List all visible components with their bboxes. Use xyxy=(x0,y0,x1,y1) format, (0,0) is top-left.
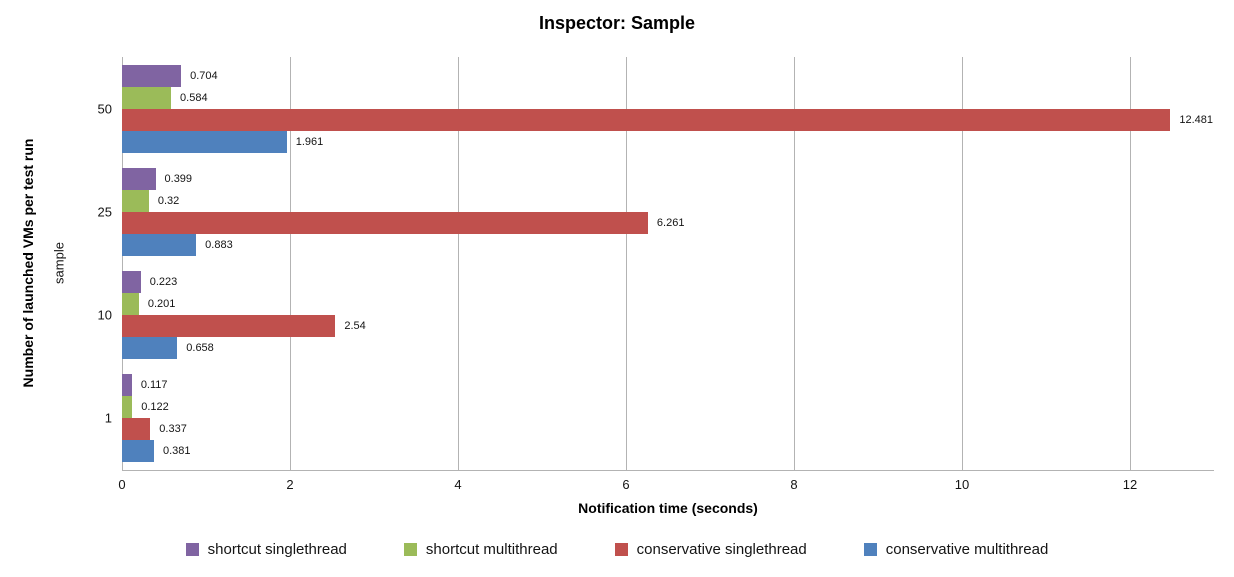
chart-title: Inspector: Sample xyxy=(538,13,696,33)
bar-value-label-shortcut-singlethread-50: 0.704 xyxy=(190,69,218,82)
bar-value-label-shortcut-multithread-1: 0.122 xyxy=(141,401,169,414)
bar-conservative-singlethread-1 xyxy=(122,418,151,441)
bar-shortcut-multithread-50 xyxy=(122,86,172,109)
y-category-label-50: 50 xyxy=(97,101,112,117)
y-category-label-10: 10 xyxy=(97,307,112,323)
legend-swatch-icon xyxy=(403,543,417,556)
bar-conservative-multithread-10 xyxy=(122,337,178,360)
bar-conservative-singlethread-25 xyxy=(122,211,648,234)
legend-label: shortcut singlethread xyxy=(207,541,347,558)
bar-value-label-shortcut-singlethread-1: 0.117 xyxy=(140,379,168,392)
bar-shortcut-multithread-10 xyxy=(122,293,139,316)
bar-shortcut-multithread-25 xyxy=(122,189,149,212)
bar-value-label-conservative-multithread-1: 0.381 xyxy=(163,445,191,458)
y-axis-title: Number of launched VMs per test run xyxy=(20,138,36,388)
legend-label: conservative multithread xyxy=(885,541,1049,558)
legend-label: conservative singlethread xyxy=(636,541,807,558)
x-tick-label-12: 12 xyxy=(1122,477,1138,492)
bar-value-label-conservative-singlethread-25: 6.261 xyxy=(656,216,685,229)
x-tick-label-6: 6 xyxy=(622,477,630,492)
gridline-x-0 xyxy=(122,57,123,470)
y-category-label-25: 25 xyxy=(97,204,112,220)
legend-label: shortcut multithread xyxy=(425,541,558,558)
gridline-x-8 xyxy=(794,57,795,470)
legend-swatch-icon xyxy=(614,543,628,556)
bar-shortcut-multithread-1 xyxy=(122,396,133,419)
bar-shortcut-singlethread-1 xyxy=(122,374,132,397)
bar-value-label-conservative-singlethread-1: 0.337 xyxy=(159,423,187,436)
x-tick-label-2: 2 xyxy=(286,477,294,492)
legend-swatch-icon xyxy=(863,543,877,556)
gridline-x-6 xyxy=(626,57,627,470)
bar-value-label-shortcut-multithread-25: 0.32 xyxy=(157,194,180,207)
x-tick-label-8: 8 xyxy=(790,477,798,492)
bar-conservative-multithread-50 xyxy=(122,130,287,153)
bar-shortcut-singlethread-25 xyxy=(122,167,156,190)
gridline-x-4 xyxy=(458,57,459,470)
bar-value-label-shortcut-singlethread-25: 0.399 xyxy=(164,172,193,185)
bar-value-label-conservative-singlethread-50: 12.481 xyxy=(1179,113,1214,126)
bar-conservative-multithread-1 xyxy=(122,440,154,463)
bar-shortcut-singlethread-10 xyxy=(122,271,141,294)
bar-value-label-conservative-multithread-10: 0.658 xyxy=(186,342,214,355)
bar-shortcut-singlethread-50 xyxy=(122,64,182,87)
x-tick-label-10: 10 xyxy=(954,477,970,492)
bar-value-label-conservative-singlethread-10: 2.54 xyxy=(344,320,366,333)
bar-conservative-singlethread-50 xyxy=(122,108,1171,131)
bar-value-label-conservative-multithread-25: 0.883 xyxy=(205,238,233,251)
y-axis-subtitle: sample xyxy=(51,242,67,284)
legend-item-shortcut-singlethread: shortcut singlethread xyxy=(185,541,347,558)
plot-area: 0.704 0.584 12.481 1.961 0.399 0.32 6.261 0.883… xyxy=(122,57,1214,471)
bar-value-label-shortcut-singlethread-10: 0.223 xyxy=(149,276,178,289)
bar-conservative-singlethread-10 xyxy=(122,315,336,338)
gridline-x-2 xyxy=(290,57,291,470)
bar-conservative-multithread-25 xyxy=(122,233,197,256)
x-axis-title: Notification time (seconds) xyxy=(578,500,758,516)
legend-item-conservative-multithread: conservative multithread xyxy=(863,541,1049,558)
gridline-x-12 xyxy=(1130,57,1131,470)
legend-item-shortcut-multithread: shortcut multithread xyxy=(403,541,558,558)
legend-item-conservative-singlethread: conservative singlethread xyxy=(614,541,807,558)
gridline-x-10 xyxy=(962,57,963,470)
x-tick-label-4: 4 xyxy=(454,477,462,492)
legend: shortcut singlethread shortcut multithrea… xyxy=(0,541,1234,558)
legend-swatch-icon xyxy=(185,543,199,556)
y-category-label-1: 1 xyxy=(104,410,112,426)
bar-value-label-shortcut-multithread-10: 0.201 xyxy=(147,298,176,311)
x-tick-label-0: 0 xyxy=(118,477,126,492)
bar-value-label-shortcut-multithread-50: 0.584 xyxy=(180,91,208,104)
bar-value-label-conservative-multithread-50: 1.961 xyxy=(295,135,324,148)
